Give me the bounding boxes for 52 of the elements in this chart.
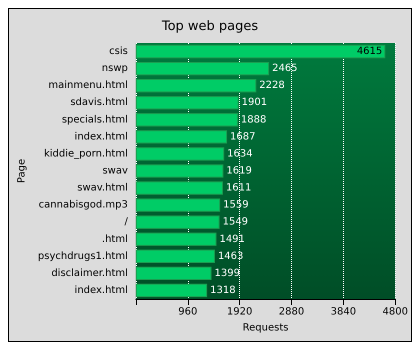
x-tick-label: 3840 xyxy=(330,306,356,318)
y-tick-label: cannabisgod.mp3 xyxy=(38,200,128,211)
bar xyxy=(136,216,220,229)
data-label: 1611 xyxy=(226,182,252,194)
y-tick-label: index.html xyxy=(74,131,128,142)
y-axis-title: Page xyxy=(16,158,28,184)
data-label: 1491 xyxy=(219,234,245,245)
bar xyxy=(136,130,228,144)
data-label: 1399 xyxy=(214,268,240,279)
bar xyxy=(136,250,215,263)
bar xyxy=(136,44,386,58)
x-axis-title: Requests xyxy=(242,322,288,334)
y-tick-label: index.html xyxy=(74,284,128,296)
data-label: 1901 xyxy=(242,97,268,108)
y-tick-label: psychdrugs1.html xyxy=(38,250,128,262)
y-tick-label: specials.html xyxy=(62,114,128,126)
bar xyxy=(136,147,224,161)
data-label: 2465 xyxy=(272,63,298,74)
data-label: 4615 xyxy=(356,46,382,58)
y-tick-label: .html xyxy=(102,234,128,245)
bar xyxy=(136,164,224,178)
y-tick-label: kiddie_porn.html xyxy=(44,148,128,160)
bar xyxy=(136,79,256,92)
y-tick-label: swav.html xyxy=(77,182,128,194)
data-label: 1619 xyxy=(226,166,252,176)
data-label: 1318 xyxy=(210,284,236,296)
bar xyxy=(136,284,208,298)
y-tick-label: csis xyxy=(109,46,128,58)
x-tick-label: 4800 xyxy=(382,306,408,318)
bar xyxy=(136,266,212,280)
y-tick-label: mainmenu.html xyxy=(48,80,128,92)
bar xyxy=(136,62,270,76)
y-tick-label: disclaimer.html xyxy=(51,268,128,279)
x-tick-label: 960 xyxy=(178,306,198,318)
x-tick-label: 1920 xyxy=(226,306,252,318)
y-tick-label: / xyxy=(124,216,129,228)
y-tick-label: sdavis.html xyxy=(70,97,128,108)
bar xyxy=(136,181,223,195)
data-label: 1888 xyxy=(240,114,266,126)
data-label: 1634 xyxy=(227,148,253,160)
bar xyxy=(136,96,239,110)
y-tick-label: swav xyxy=(102,166,128,176)
data-label: 1559 xyxy=(223,200,249,211)
bar xyxy=(136,232,216,246)
bar xyxy=(136,198,220,212)
data-label: 2228 xyxy=(259,80,285,92)
data-label: 1687 xyxy=(230,131,256,142)
data-label: 1463 xyxy=(218,250,244,262)
chart-title: Top web pages xyxy=(160,19,258,34)
y-tick-label: nswp xyxy=(102,63,128,74)
x-tick-label: 2880 xyxy=(278,306,304,318)
bar xyxy=(136,113,238,126)
